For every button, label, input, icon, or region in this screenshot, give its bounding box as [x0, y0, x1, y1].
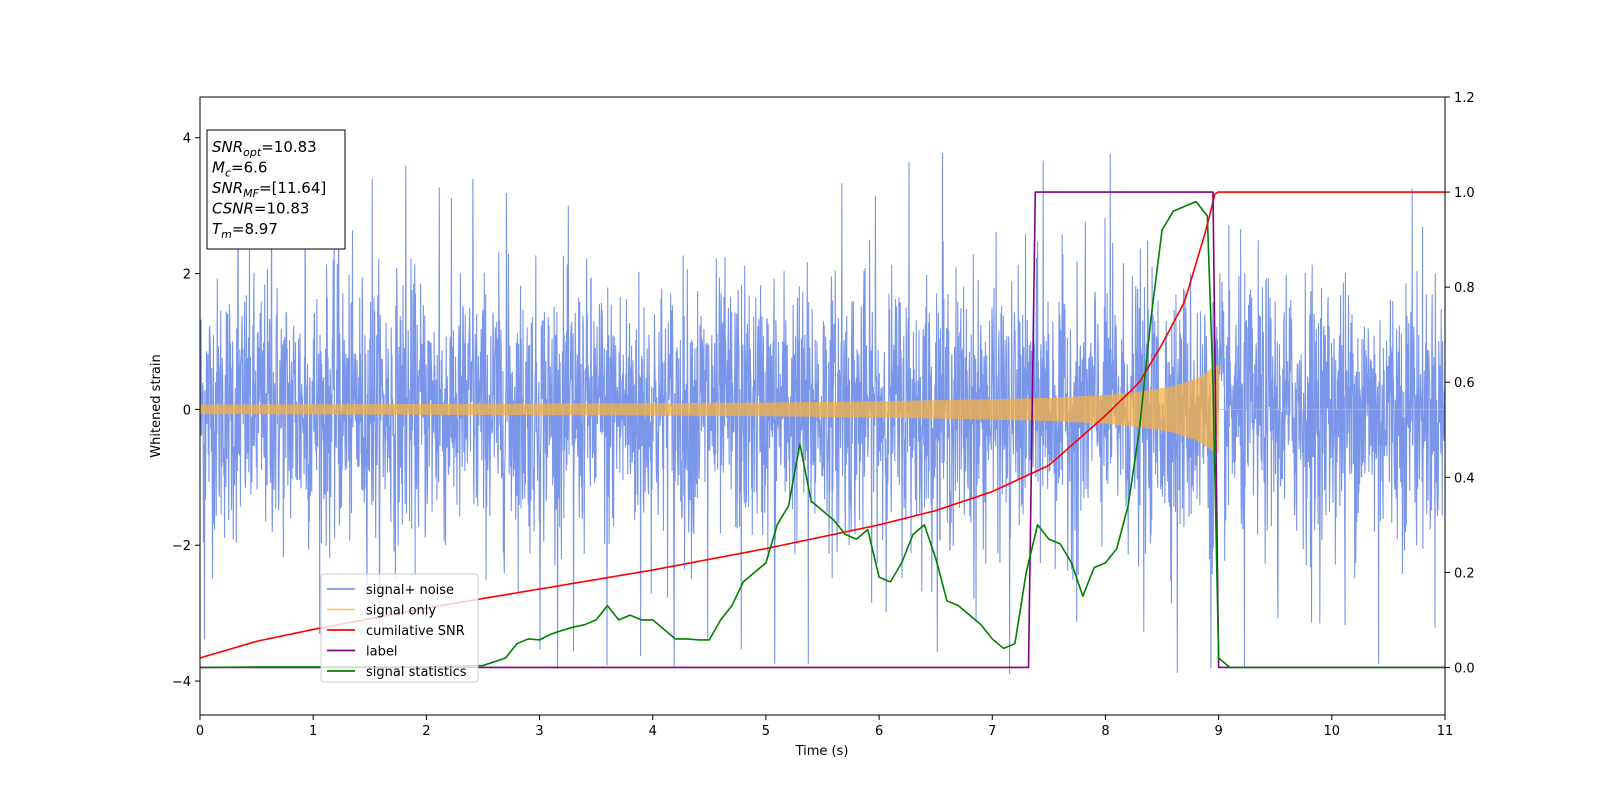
- annotation-line: Mc=6.6: [212, 159, 267, 180]
- annotation-subscript: opt: [243, 146, 262, 159]
- x-tick-label: 2: [422, 724, 430, 739]
- x-tick-label: 8: [1101, 724, 1109, 739]
- annotation-line: CSNR=10.83: [212, 200, 309, 218]
- y-axis-left-label: Whitened strain: [149, 354, 164, 457]
- y-right-tick-label: 0.8: [1454, 281, 1475, 296]
- y-left-tick-label: 2: [183, 268, 191, 283]
- annotation-value: =8.97: [232, 220, 278, 238]
- annotation-value: =[11.64]: [259, 179, 326, 197]
- annotation-base: SNR: [212, 138, 243, 156]
- x-axis: 0 1 2 3 4 5 6 7 8 9 10 11: [196, 715, 1453, 739]
- y-right-tick-label: 0.0: [1454, 661, 1475, 676]
- annotation-subscript: m: [221, 228, 232, 241]
- x-tick-label: 6: [875, 724, 883, 739]
- x-axis-label: Time (s): [795, 744, 849, 759]
- annotation-value: =6.6: [231, 159, 267, 177]
- x-tick-label: 11: [1437, 724, 1454, 739]
- annotation-base: SNR: [212, 179, 243, 197]
- y-left-tick-label: −4: [172, 675, 191, 690]
- x-tick-label: 5: [762, 724, 770, 739]
- annotation-value: =10.83: [254, 200, 310, 218]
- annotation-base: M: [212, 159, 225, 177]
- x-tick-label: 9: [1214, 724, 1222, 739]
- legend: signal+ noise signal only cumilative SNR la…: [320, 573, 479, 683]
- annotation-subscript: c: [225, 167, 231, 180]
- annotation-line: SNRopt=10.83: [212, 138, 317, 159]
- series-signal-only-line: [200, 365, 1445, 454]
- plot-frame: [199, 96, 1446, 716]
- y-left-tick-label: 4: [183, 132, 191, 147]
- y-axis-right: 1.2 1.0 0.8 0.6 0.4 0.2 0.0: [1445, 91, 1475, 676]
- legend-frame: [320, 573, 479, 683]
- y-right-tick-label: 0.6: [1454, 376, 1475, 391]
- y-left-tick-label: −2: [172, 539, 191, 554]
- x-tick-label: 7: [988, 724, 996, 739]
- y-left-tick-label: 0: [183, 403, 191, 418]
- x-tick-label: 3: [535, 724, 543, 739]
- legend-entry-label: label: [366, 645, 397, 660]
- legend-entry-label: signal only: [366, 604, 436, 619]
- legend-entry-label: cumilative SNR: [366, 624, 465, 639]
- y-right-tick-label: 1.0: [1454, 186, 1475, 201]
- annotation-base: T: [212, 220, 223, 238]
- y-right-tick-label: 0.2: [1454, 566, 1475, 581]
- x-tick-label: 4: [649, 724, 657, 739]
- x-tick-label: 1: [309, 724, 317, 739]
- y-axis-left: 4 2 0 −2 −4: [172, 132, 200, 690]
- annotation-line: Tm=8.97: [212, 220, 278, 241]
- annotation-base: CSNR: [212, 200, 254, 218]
- annotation-value: =10.83: [261, 138, 317, 156]
- x-tick-label: 10: [1324, 724, 1341, 739]
- annotation-line: SNRMF=[11.64]: [212, 179, 326, 200]
- legend-entry-label: signal+ noise: [366, 583, 454, 598]
- series-signal-statistics-line: [200, 200, 1445, 669]
- y-right-tick-label: 1.2: [1454, 91, 1475, 106]
- annotation-subscript: MF: [243, 187, 259, 200]
- x-tick-label: 0: [196, 724, 204, 739]
- annotation-box: SNRopt=10.83Mc=6.6SNRMF=[11.64]CSNR=10.8…: [206, 129, 346, 250]
- annotation-frame: [206, 129, 346, 250]
- y-right-tick-label: 0.4: [1454, 471, 1475, 486]
- legend-entry-label: signal statistics: [366, 665, 467, 680]
